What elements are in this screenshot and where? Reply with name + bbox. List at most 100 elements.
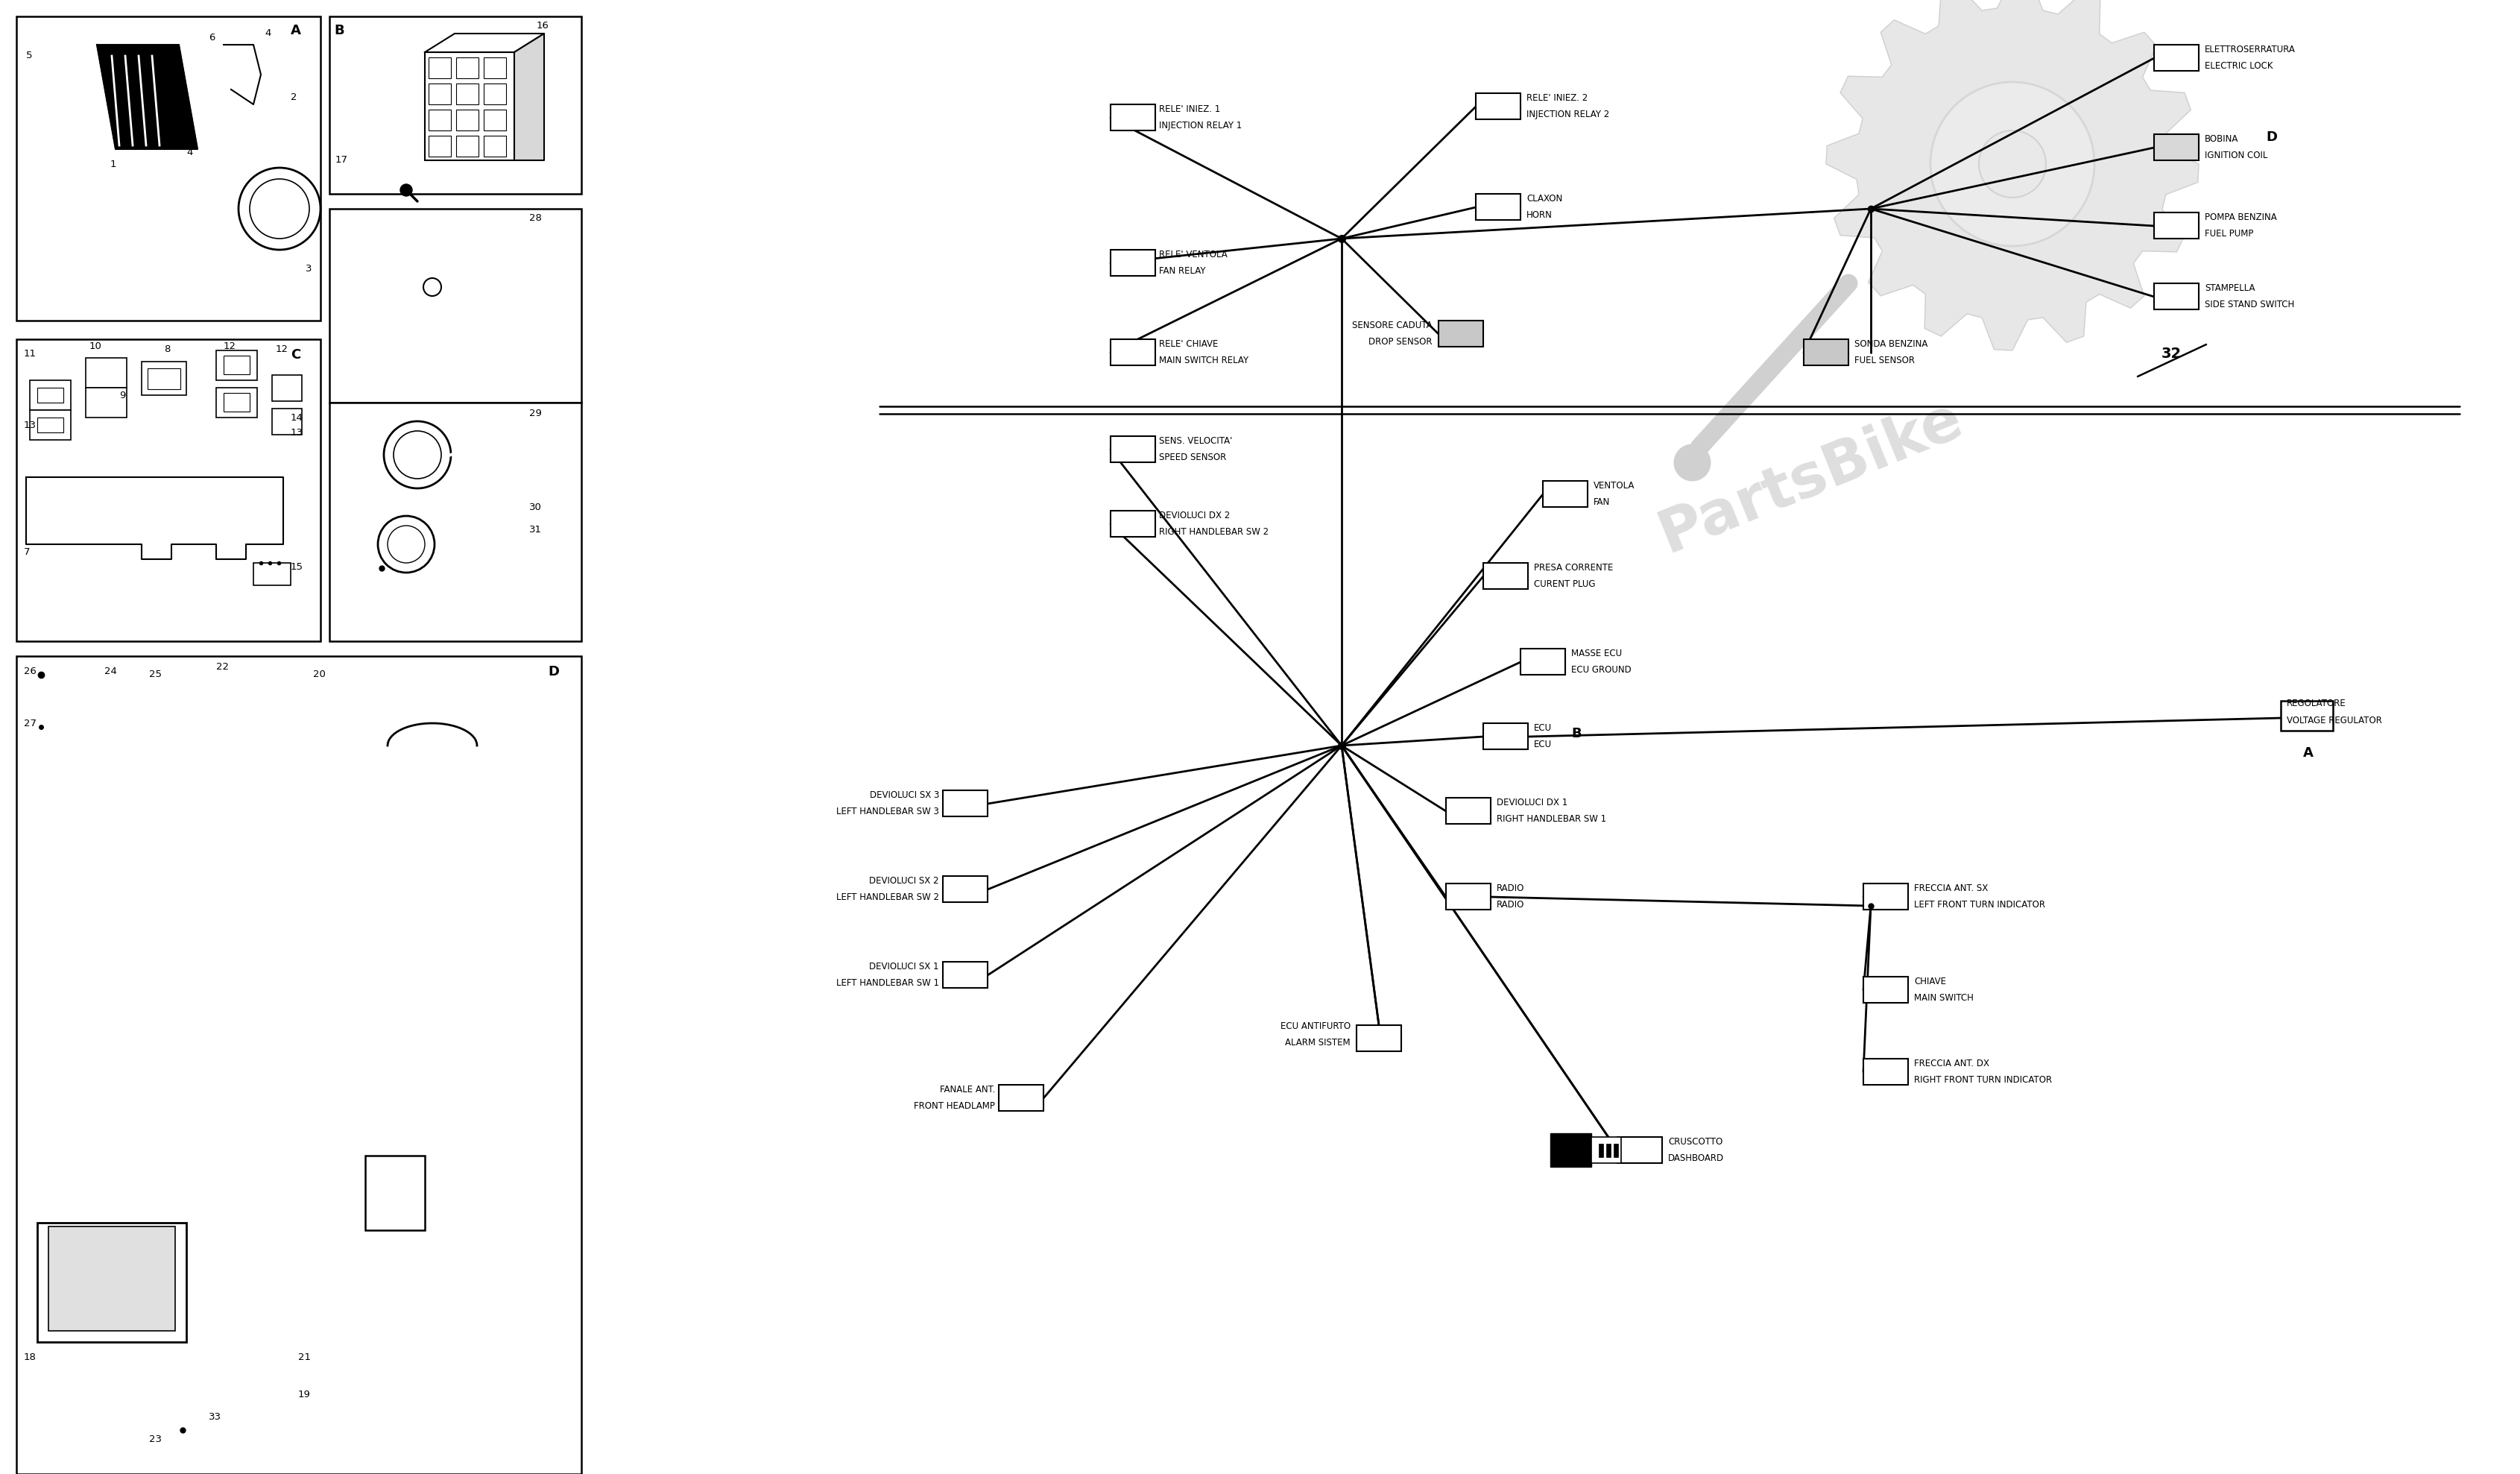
Text: BOBINA: BOBINA bbox=[2205, 134, 2238, 144]
Text: RELE' VENTOLA: RELE' VENTOLA bbox=[1159, 249, 1227, 259]
Bar bbox=[38, 417, 63, 432]
Bar bbox=[18, 656, 582, 1474]
Text: ECU ANTIFURTO: ECU ANTIFURTO bbox=[1280, 1021, 1351, 1032]
Bar bbox=[141, 361, 186, 395]
Text: ELETTROSERRATURA: ELETTROSERRATURA bbox=[2205, 44, 2296, 55]
Bar bbox=[1605, 1144, 1610, 1157]
Text: 27: 27 bbox=[23, 718, 35, 728]
Bar bbox=[2155, 212, 2200, 239]
Text: FANALE ANT.: FANALE ANT. bbox=[940, 1085, 995, 1095]
Text: 24: 24 bbox=[103, 666, 116, 677]
Text: REGOLATORE: REGOLATORE bbox=[2286, 699, 2346, 709]
Polygon shape bbox=[426, 34, 544, 52]
Text: DEVIOLUCI SX 1: DEVIOLUCI SX 1 bbox=[869, 963, 940, 971]
Bar bbox=[484, 57, 507, 78]
Text: 30: 30 bbox=[529, 503, 542, 511]
Text: 3: 3 bbox=[305, 264, 312, 273]
Text: FAN: FAN bbox=[1593, 497, 1610, 507]
Text: MAIN SWITCH: MAIN SWITCH bbox=[1915, 993, 1973, 1002]
Text: LEFT FRONT TURN INDICATOR: LEFT FRONT TURN INDICATOR bbox=[1915, 901, 2046, 909]
Bar bbox=[1613, 1144, 1618, 1157]
Text: 18: 18 bbox=[23, 1352, 35, 1362]
Text: RELE' INIEZ. 1: RELE' INIEZ. 1 bbox=[1159, 105, 1220, 113]
Bar bbox=[2155, 283, 2200, 310]
Bar bbox=[484, 136, 507, 156]
Text: ELECTRIC LOCK: ELECTRIC LOCK bbox=[2205, 60, 2273, 71]
Text: FRECCIA ANT. SX: FRECCIA ANT. SX bbox=[1915, 883, 1988, 893]
Text: ECU: ECU bbox=[1535, 740, 1552, 749]
Text: A: A bbox=[2303, 746, 2313, 759]
Text: 19: 19 bbox=[297, 1390, 310, 1399]
Text: 33: 33 bbox=[209, 1412, 222, 1421]
Polygon shape bbox=[1827, 0, 2200, 351]
Bar bbox=[30, 380, 71, 410]
Text: RIGHT HANDLEBAR SW 1: RIGHT HANDLEBAR SW 1 bbox=[1497, 814, 1605, 824]
Bar bbox=[1446, 797, 1492, 824]
Text: 32: 32 bbox=[2162, 346, 2182, 361]
Text: RIGHT FRONT TURN INDICATOR: RIGHT FRONT TURN INDICATOR bbox=[1915, 1075, 2051, 1085]
Text: LEFT HANDLEBAR SW 1: LEFT HANDLEBAR SW 1 bbox=[837, 979, 940, 988]
Text: B: B bbox=[335, 24, 345, 37]
Text: 14: 14 bbox=[290, 413, 302, 423]
Bar bbox=[456, 109, 479, 131]
Bar bbox=[484, 84, 507, 105]
Text: DEVIOLUCI DX 2: DEVIOLUCI DX 2 bbox=[1159, 510, 1230, 520]
Bar bbox=[1484, 563, 1527, 590]
Text: 13: 13 bbox=[290, 427, 302, 438]
Text: 10: 10 bbox=[88, 342, 101, 351]
Bar bbox=[1542, 481, 1588, 507]
Text: 28: 28 bbox=[529, 212, 542, 223]
Text: LEFT HANDLEBAR SW 3: LEFT HANDLEBAR SW 3 bbox=[837, 806, 940, 817]
Bar bbox=[217, 388, 257, 417]
Text: CLAXON: CLAXON bbox=[1527, 195, 1562, 203]
Bar bbox=[224, 355, 249, 374]
Text: 17: 17 bbox=[335, 155, 348, 165]
Bar bbox=[1598, 1144, 1603, 1157]
Text: SENSORE CADUTA: SENSORE CADUTA bbox=[1353, 321, 1431, 330]
Text: 31: 31 bbox=[529, 525, 542, 534]
Text: ECU GROUND: ECU GROUND bbox=[1570, 665, 1630, 675]
Text: RIGHT HANDLEBAR SW 2: RIGHT HANDLEBAR SW 2 bbox=[1159, 528, 1268, 537]
Bar bbox=[149, 368, 181, 389]
Text: 11: 11 bbox=[23, 349, 35, 360]
Bar bbox=[330, 16, 582, 195]
Text: RADIO: RADIO bbox=[1497, 901, 1525, 909]
Text: FRONT HEADLAMP: FRONT HEADLAMP bbox=[915, 1101, 995, 1111]
Circle shape bbox=[401, 184, 413, 196]
Text: HORN: HORN bbox=[1527, 211, 1552, 220]
Bar bbox=[1356, 1024, 1401, 1051]
Bar bbox=[428, 136, 451, 156]
Text: PRESA CORRENTE: PRESA CORRENTE bbox=[1535, 563, 1613, 572]
Text: PartsBike: PartsBike bbox=[1651, 389, 1971, 565]
Bar bbox=[428, 57, 451, 78]
Text: 12: 12 bbox=[275, 343, 287, 354]
Bar bbox=[330, 402, 582, 641]
Bar bbox=[942, 790, 988, 817]
Text: 15: 15 bbox=[290, 562, 302, 572]
Bar bbox=[272, 408, 302, 435]
Text: 16: 16 bbox=[537, 21, 549, 31]
Bar bbox=[272, 374, 302, 401]
Bar bbox=[255, 563, 290, 585]
Text: 1: 1 bbox=[111, 159, 116, 170]
Text: CURENT PLUG: CURENT PLUG bbox=[1535, 579, 1595, 590]
Text: MASSE ECU: MASSE ECU bbox=[1570, 649, 1623, 659]
Bar bbox=[456, 136, 479, 156]
Text: 26: 26 bbox=[23, 666, 35, 677]
Text: RELE' CHIAVE: RELE' CHIAVE bbox=[1159, 339, 1217, 349]
Text: 22: 22 bbox=[217, 662, 229, 672]
Bar bbox=[942, 876, 988, 902]
Bar bbox=[2155, 44, 2200, 71]
Text: DEVIOLUCI SX 3: DEVIOLUCI SX 3 bbox=[869, 790, 940, 800]
Text: LEFT HANDLEBAR SW 2: LEFT HANDLEBAR SW 2 bbox=[837, 892, 940, 902]
Bar bbox=[1439, 321, 1484, 346]
Polygon shape bbox=[514, 34, 544, 161]
Text: SONDA BENZINA: SONDA BENZINA bbox=[1855, 339, 1928, 349]
Text: DROP SENSOR: DROP SENSOR bbox=[1368, 338, 1431, 346]
Bar bbox=[1477, 195, 1520, 220]
Text: 20: 20 bbox=[312, 669, 325, 680]
Text: 29: 29 bbox=[529, 408, 542, 419]
Text: DASHBOARD: DASHBOARD bbox=[1668, 1153, 1724, 1163]
Text: 25: 25 bbox=[149, 669, 161, 680]
Text: RADIO: RADIO bbox=[1497, 883, 1525, 893]
